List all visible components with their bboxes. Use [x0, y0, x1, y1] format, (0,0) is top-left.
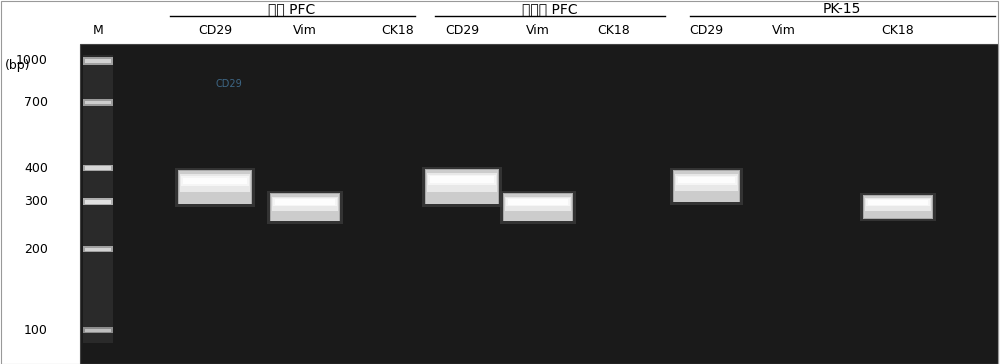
Text: Vim: Vim	[772, 24, 796, 37]
Bar	[428, 175, 496, 185]
Text: PK-15: PK-15	[823, 2, 861, 16]
Bar	[506, 198, 570, 206]
Bar	[422, 167, 502, 207]
Bar	[85, 101, 111, 104]
Bar	[85, 166, 111, 170]
Text: 700: 700	[24, 96, 48, 109]
Bar	[505, 197, 571, 211]
Bar	[672, 170, 740, 202]
Text: Vim: Vim	[293, 24, 317, 37]
Bar	[83, 165, 113, 171]
Text: 300: 300	[24, 195, 48, 208]
Bar	[85, 329, 111, 332]
Text: CD29: CD29	[198, 24, 232, 37]
Bar	[864, 196, 932, 218]
Bar	[504, 194, 572, 221]
Text: CD29: CD29	[689, 24, 723, 37]
Bar	[674, 174, 738, 191]
Bar	[430, 176, 494, 183]
Bar	[860, 193, 936, 221]
Bar	[178, 170, 252, 205]
Bar	[180, 174, 250, 192]
Text: CK18: CK18	[598, 24, 630, 37]
Bar	[670, 168, 742, 205]
Bar	[83, 198, 113, 205]
Bar	[83, 99, 113, 106]
Text: 400: 400	[24, 162, 48, 174]
Bar	[426, 170, 498, 204]
Bar	[503, 193, 573, 221]
Bar	[427, 173, 497, 192]
Text: Vim: Vim	[526, 24, 550, 37]
Text: 100: 100	[24, 324, 48, 337]
Bar	[183, 178, 247, 184]
Text: CK18: CK18	[882, 24, 914, 37]
Bar	[83, 327, 113, 333]
Bar	[179, 171, 251, 204]
Bar	[181, 176, 249, 186]
Bar	[863, 195, 933, 219]
Bar	[674, 171, 738, 202]
Text: 永生化 PFC: 永生化 PFC	[522, 2, 578, 16]
Text: (bp): (bp)	[5, 59, 31, 72]
Bar	[80, 44, 998, 364]
Bar	[83, 57, 113, 65]
Text: 原代 PFC: 原代 PFC	[268, 2, 316, 16]
Text: CD29: CD29	[445, 24, 479, 37]
Bar	[85, 59, 111, 63]
Bar	[866, 199, 930, 206]
Bar	[85, 248, 111, 251]
Bar	[175, 168, 255, 207]
Bar	[676, 175, 736, 185]
Bar	[273, 198, 337, 206]
Bar	[678, 177, 734, 183]
Bar	[83, 55, 113, 343]
Bar	[500, 191, 576, 223]
Bar	[270, 193, 340, 221]
Text: 200: 200	[24, 243, 48, 256]
Bar	[508, 199, 568, 205]
Bar	[425, 169, 499, 205]
Bar	[267, 191, 343, 223]
Bar	[272, 197, 338, 211]
Bar	[868, 201, 928, 205]
Bar	[85, 200, 111, 203]
Bar	[83, 246, 113, 253]
Text: M: M	[93, 24, 103, 37]
Text: CD29: CD29	[215, 79, 242, 89]
Bar	[271, 194, 339, 221]
Bar	[275, 199, 335, 205]
Bar	[865, 198, 931, 211]
Text: 1000: 1000	[16, 54, 48, 67]
Text: CK18: CK18	[382, 24, 414, 37]
